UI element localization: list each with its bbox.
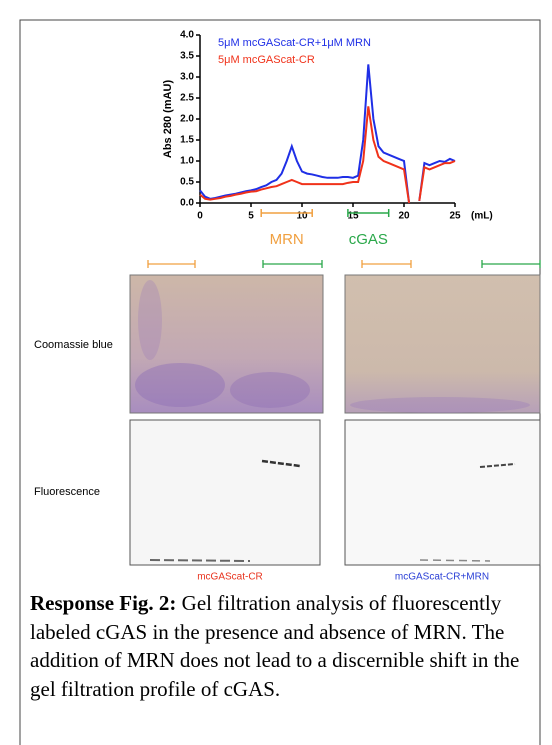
y-tick-label: 4.0	[180, 30, 194, 41]
fluorescence-gels	[129, 419, 541, 566]
x-tick-label: 5	[248, 211, 254, 222]
range-bracket	[347, 209, 390, 217]
y-axis-label: Abs 280 (mAU)	[162, 80, 174, 159]
series-line	[199, 64, 411, 204]
gel-brackets	[147, 260, 541, 268]
y-tick-label: 2.5	[180, 93, 194, 104]
coomassie-gels	[129, 274, 541, 414]
series-line	[418, 160, 456, 202]
row-label: Fluorescence	[34, 486, 100, 498]
caption: Response Fig. 2: Gel filtration analysis…	[30, 589, 535, 703]
caption-label: Response Fig. 2:	[30, 591, 177, 615]
range-bracket	[260, 209, 313, 217]
column-label: mcGAScat-CR	[197, 572, 263, 583]
range-label: cGAS	[349, 231, 388, 248]
y-tick-label: 1.5	[180, 135, 194, 146]
legend-entry: 5μM mcGAScat-CR+1μM MRN	[218, 37, 371, 49]
y-tick-label: 2.0	[180, 114, 194, 125]
y-tick-label: 1.0	[180, 156, 194, 167]
x-tick-label: 0	[197, 211, 203, 222]
x-axis-label: (mL)	[471, 211, 493, 222]
y-tick-label: 0.0	[180, 198, 194, 209]
column-label: mcGAScat-CR+MRN	[395, 572, 489, 583]
caption-text: Gel filtration analysis of fluorescently…	[30, 591, 520, 701]
x-tick-label: 15	[347, 211, 359, 222]
row-label: Coomassie blue	[34, 339, 113, 351]
x-tick-label: 10	[296, 211, 308, 222]
x-tick-label: 20	[398, 211, 410, 222]
legend-entry: 5μM mcGAScat-CR	[218, 54, 315, 66]
y-tick-label: 0.5	[180, 177, 194, 188]
x-tick-label: 25	[449, 211, 461, 222]
y-tick-label: 3.5	[180, 51, 194, 62]
range-label: MRN	[270, 231, 304, 248]
chart: 0.0 0.5 1.0 1.5 2.0 2.5 3.0 3.5 4.0 0 5 10 15 20 25 (mL…	[162, 30, 493, 248]
series-line	[199, 106, 411, 204]
series-line	[418, 157, 456, 202]
y-tick-label: 3.0	[180, 72, 194, 83]
